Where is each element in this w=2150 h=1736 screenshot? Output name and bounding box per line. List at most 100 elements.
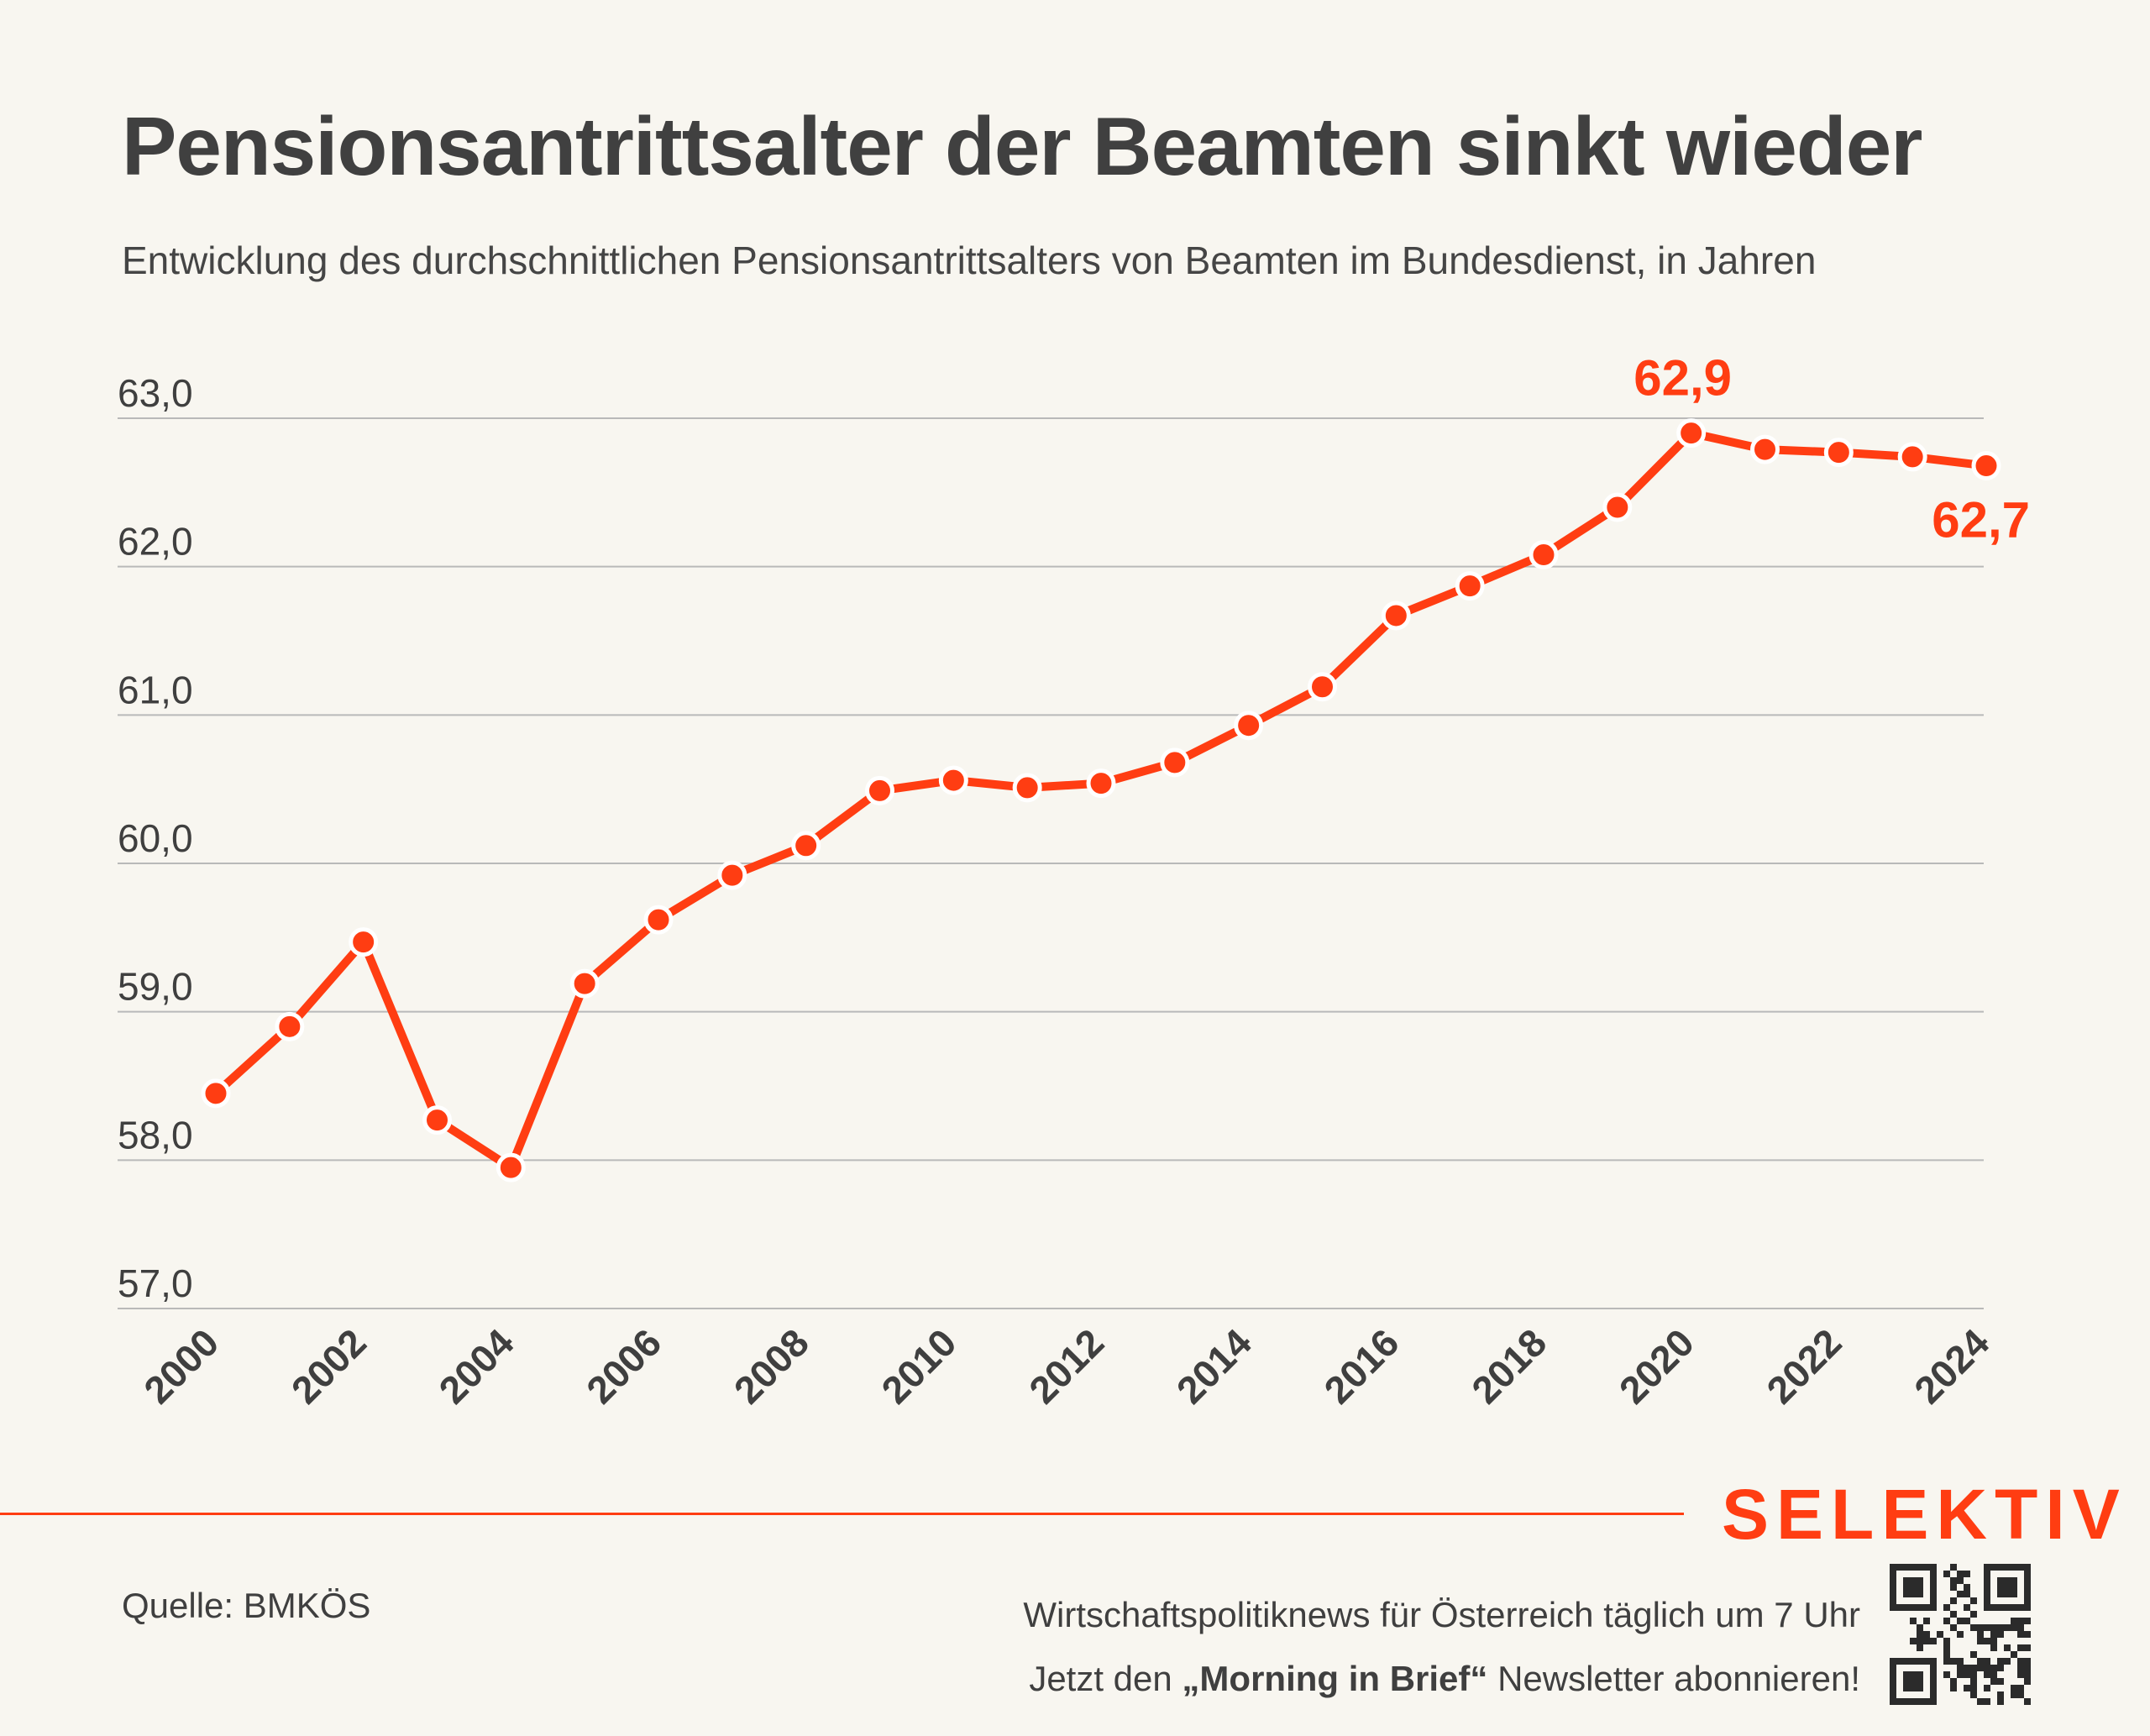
data-point — [643, 905, 674, 935]
qr-module — [1984, 1698, 1990, 1705]
qr-module — [1943, 1638, 1950, 1644]
qr-module — [1923, 1631, 1930, 1638]
qr-module — [1943, 1671, 1950, 1678]
qr-module — [1970, 1665, 1977, 1671]
qr-module — [2017, 1658, 2024, 1665]
qr-module — [1970, 1624, 1977, 1631]
qr-module — [1990, 1638, 1997, 1644]
data-point — [1529, 540, 1559, 570]
data-point — [1823, 438, 1854, 468]
qr-module — [1957, 1658, 1964, 1665]
qr-module — [1990, 1678, 1997, 1685]
qr-module — [1984, 1665, 1990, 1671]
qr-module — [1970, 1597, 1977, 1604]
x-tick-label: 2016 — [1315, 1320, 1407, 1412]
qr-module — [1930, 1638, 1937, 1644]
data-point — [496, 1152, 526, 1183]
data-point — [791, 831, 821, 861]
qr-module — [2017, 1618, 2024, 1624]
qr-module — [1950, 1624, 1957, 1631]
data-point — [569, 968, 600, 999]
qr-module — [1950, 1564, 1957, 1571]
qr-module — [1990, 1665, 1997, 1671]
qr-module — [1964, 1671, 1970, 1678]
qr-module — [2024, 1671, 2031, 1678]
data-label: 62,9 — [1633, 350, 1732, 406]
brand-logo: SELEKTIV — [1722, 1475, 2127, 1554]
qr-code-icon[interactable] — [1890, 1564, 2031, 1705]
qr-module — [1950, 1577, 1957, 1584]
qr-module — [1984, 1658, 1990, 1665]
qr-module — [1957, 1591, 1964, 1597]
qr-module — [1964, 1665, 1970, 1671]
promo-line-2: Jetzt den „Morning in Brief“ Newsletter … — [1023, 1647, 1860, 1711]
qr-module — [1977, 1624, 1984, 1631]
qr-module — [1917, 1638, 1923, 1644]
qr-module — [1950, 1678, 1957, 1685]
qr-module — [2004, 1644, 2011, 1651]
qr-module — [2017, 1691, 2024, 1698]
data-point — [349, 927, 379, 957]
qr-module — [1950, 1611, 1957, 1618]
x-tick-label: 2006 — [578, 1320, 669, 1412]
gridlines — [118, 417, 1984, 1309]
qr-module — [1990, 1644, 1997, 1651]
x-tick-label: 2002 — [283, 1320, 375, 1412]
data-point — [717, 860, 747, 890]
qr-module — [1943, 1658, 1950, 1665]
data-point — [201, 1078, 231, 1109]
qr-module — [1997, 1698, 2004, 1705]
x-tick-label: 2024 — [1906, 1320, 1997, 1412]
qr-module — [1964, 1604, 1970, 1611]
x-tick-label: 2008 — [726, 1320, 817, 1412]
qr-module — [1950, 1597, 1957, 1604]
qr-module — [1997, 1658, 2004, 1665]
qr-module — [2024, 1618, 2031, 1624]
line-chart: 57,058,059,060,061,062,063,0 2000 2002 200… — [118, 350, 2030, 1412]
y-tick-label: 60,0 — [118, 816, 193, 860]
qr-module — [1957, 1577, 1964, 1584]
data-point — [275, 1011, 305, 1041]
qr-finder — [1997, 1577, 2017, 1597]
x-tick-label: 2010 — [873, 1320, 964, 1412]
x-tick-label: 2004 — [430, 1320, 522, 1412]
qr-module — [2017, 1624, 2024, 1631]
qr-module — [1970, 1651, 1977, 1658]
data-point — [1381, 601, 1411, 631]
qr-module — [1977, 1658, 1984, 1665]
series-line — [212, 428, 1990, 1172]
qr-module — [2017, 1631, 2024, 1638]
qr-module — [1977, 1638, 1984, 1644]
data-labels: 62,9 62,7 — [1633, 350, 2030, 548]
footer-divider — [0, 1513, 1684, 1515]
qr-module — [1997, 1691, 2004, 1698]
data-point — [1676, 418, 1707, 448]
qr-module — [1943, 1571, 1950, 1577]
qr-module — [1984, 1638, 1990, 1644]
qr-module — [1997, 1624, 2004, 1631]
qr-module — [1970, 1678, 1977, 1685]
y-tick-label: 58,0 — [118, 1113, 193, 1156]
qr-module — [1910, 1618, 1917, 1624]
qr-module — [1923, 1638, 1930, 1644]
qr-module — [1984, 1685, 1990, 1691]
x-tick-label: 2022 — [1758, 1320, 1849, 1412]
qr-module — [2024, 1698, 2031, 1705]
x-tick-label: 2014 — [1168, 1320, 1260, 1412]
data-label: 62,7 — [1932, 492, 2030, 548]
qr-module — [1943, 1651, 1950, 1658]
source-note: Quelle: BMKÖS — [122, 1586, 371, 1625]
newsletter-name: „Morning in Brief“ — [1182, 1659, 1488, 1698]
y-tick-label: 62,0 — [118, 520, 193, 564]
qr-module — [1964, 1584, 1970, 1591]
qr-module — [2011, 1618, 2017, 1624]
qr-module — [2024, 1658, 2031, 1665]
qr-module — [1997, 1665, 2004, 1671]
y-axis-ticks: 57,0 58,0 59,0 60,0 61,0 62,0 63,0 — [118, 371, 193, 1305]
promo-line-1: Wirtschaftspolitiknews für Österreich tä… — [1023, 1595, 1860, 1634]
qr-module — [2011, 1685, 2017, 1691]
qr-module — [1977, 1665, 1984, 1671]
chart-title: Pensionsantrittsalter der Beamten sinkt … — [122, 100, 1922, 192]
qr-module — [2024, 1631, 2031, 1638]
qr-module — [1964, 1618, 1970, 1624]
